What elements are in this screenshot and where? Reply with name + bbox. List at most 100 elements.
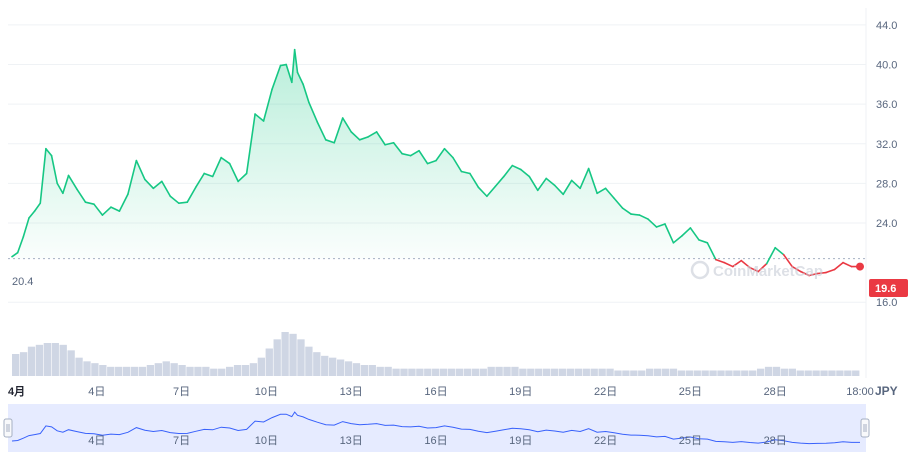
price-segment — [101, 206, 112, 216]
price-segment — [186, 186, 197, 204]
volume-bar — [574, 368, 583, 376]
volume-bar — [487, 366, 495, 376]
x-tick-label: 10日 — [255, 386, 278, 398]
price-segment — [621, 207, 632, 215]
volume-bar — [130, 366, 139, 376]
price-segment — [519, 168, 531, 178]
volume-bar — [91, 363, 99, 376]
volume-bar — [471, 368, 479, 376]
price-segment — [511, 164, 522, 171]
price-segment — [28, 210, 36, 219]
price-segment — [118, 193, 129, 212]
price-segment — [220, 156, 231, 165]
volume-bar — [122, 366, 131, 376]
price-segment — [228, 162, 239, 183]
price-segment — [579, 167, 590, 190]
volume-bar — [495, 366, 503, 376]
price-segment — [367, 131, 378, 138]
navigator-right-handle[interactable] — [860, 418, 870, 438]
y-tick-label: 28.0 — [876, 178, 897, 190]
volume-bar — [408, 368, 416, 376]
volume-bar — [35, 344, 44, 376]
price-segment — [630, 213, 641, 216]
price-segment — [655, 223, 666, 228]
volume-bar — [733, 370, 741, 376]
x-tick-label: 18:00 — [846, 386, 874, 398]
price-segment — [76, 188, 87, 204]
navigator-left-handle[interactable] — [3, 418, 13, 438]
price-segment — [808, 272, 819, 277]
price-segment — [681, 227, 692, 237]
volume-bar — [170, 363, 178, 376]
x-tick-label: 13日 — [340, 386, 363, 398]
price-segment — [486, 185, 497, 198]
volume-bar — [638, 370, 646, 376]
price-segment — [285, 63, 293, 84]
volume-bar — [653, 368, 662, 376]
volume-bar — [210, 368, 218, 376]
price-segment — [293, 48, 299, 74]
volume-bar — [59, 344, 67, 376]
volume-bar — [384, 366, 392, 376]
price-segment — [135, 159, 146, 181]
price-segment — [435, 147, 446, 162]
volume-bar — [725, 370, 733, 376]
price-segment — [698, 239, 709, 244]
x-tick-label: 16日 — [424, 386, 447, 398]
navigator-tick-label: 13日 — [340, 435, 363, 447]
price-segment — [587, 167, 598, 195]
volume-bars — [12, 332, 860, 376]
price-segment — [384, 141, 395, 146]
y-axis: 44.0 40.0 36.0 32.0 28.0 24.0 16.0 — [876, 20, 897, 309]
volume-bar — [566, 368, 575, 376]
volume-bar — [693, 370, 701, 376]
volume-bar — [455, 368, 464, 376]
y-tick-label: 24.0 — [876, 218, 897, 230]
navigator-tick-label: 10日 — [255, 435, 278, 447]
volume-bar — [788, 368, 796, 376]
navigator-line — [11, 411, 860, 445]
volume-bar — [542, 368, 551, 376]
volume-bar — [749, 370, 757, 376]
navigator-tick-label: 28日 — [764, 435, 787, 447]
price-segment — [22, 217, 30, 238]
volume-bar — [12, 354, 20, 376]
volume-bar — [622, 370, 630, 376]
start-price-label: 20.4 — [12, 276, 33, 288]
navigator-tick-label: 19日 — [509, 435, 532, 447]
volume-bar — [598, 368, 606, 376]
price-segment — [528, 175, 539, 192]
volume-bar — [376, 366, 384, 376]
navigator-tick-label: 7日 — [173, 435, 190, 447]
volume-bar — [107, 366, 115, 376]
volume-bar — [233, 365, 242, 376]
volume-bar — [202, 366, 210, 376]
price-segment — [177, 201, 189, 204]
volume-bar — [273, 339, 281, 376]
volume-bar — [424, 368, 432, 376]
volume-bar — [138, 366, 147, 376]
volume-bar — [519, 368, 527, 376]
volume-bar — [352, 363, 361, 376]
volume-bar — [194, 366, 202, 376]
price-segment — [341, 117, 353, 133]
price-segment — [562, 179, 573, 196]
volume-bar — [289, 333, 297, 376]
price-segment — [45, 147, 53, 157]
price-segment — [152, 180, 163, 190]
x-tick-label: 22日 — [594, 386, 617, 398]
volume-bar — [67, 350, 75, 376]
volume-bar — [154, 363, 162, 376]
volume-bar — [463, 368, 472, 376]
volume-bar — [701, 370, 709, 376]
price-segment — [825, 268, 836, 274]
navigator-ticks: 4日 7日 10日 13日 16日 19日 22日 25日 28日 — [88, 435, 787, 447]
price-segment — [765, 246, 777, 265]
price-segment — [194, 172, 206, 189]
volume-bar — [392, 368, 400, 376]
volume-bar — [614, 370, 622, 376]
volume-bar — [630, 370, 638, 376]
price-segment — [245, 113, 256, 175]
range-navigator[interactable]: 4日 7日 10日 13日 16日 19日 22日 25日 28日 — [3, 404, 870, 452]
